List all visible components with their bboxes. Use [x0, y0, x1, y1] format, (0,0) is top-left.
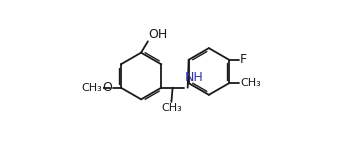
- Text: CH₃: CH₃: [161, 103, 182, 113]
- Text: CH₃: CH₃: [81, 83, 102, 93]
- Text: O: O: [102, 81, 112, 94]
- Text: NH: NH: [184, 71, 203, 84]
- Text: OH: OH: [149, 28, 168, 41]
- Text: CH₃: CH₃: [240, 78, 261, 88]
- Text: F: F: [240, 53, 247, 66]
